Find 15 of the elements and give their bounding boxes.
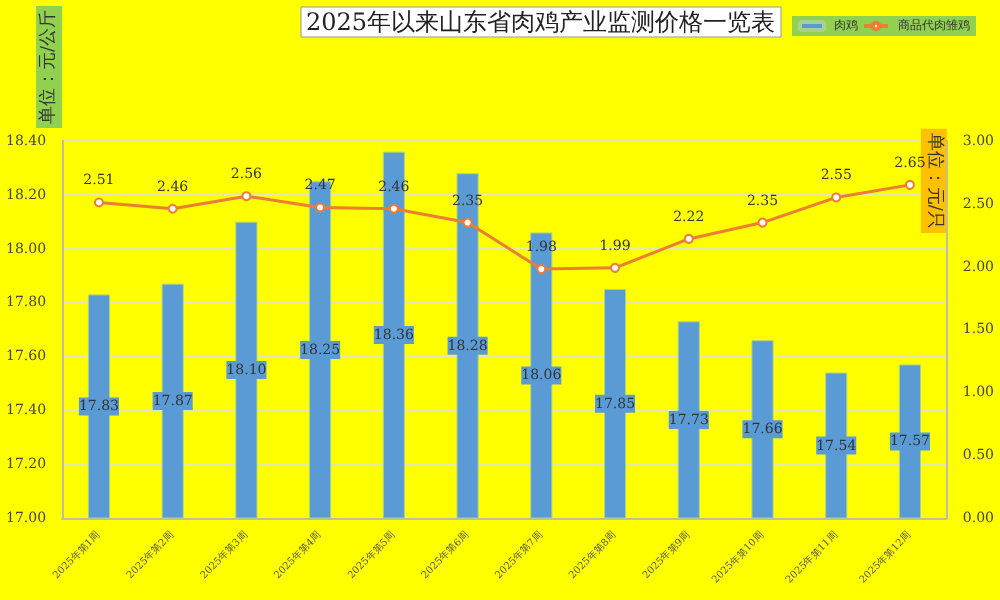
point: [241, 191, 252, 202]
point: [462, 217, 473, 228]
point: [93, 197, 104, 208]
chart-title: 2025年以来山东省肉鸡产业监测价格一览表: [306, 8, 776, 36]
y2-axis-title: 单位：元/只: [923, 132, 946, 229]
y-axis-title: 单位：元/公斤: [37, 10, 60, 125]
point: [757, 217, 768, 228]
point: [315, 202, 326, 213]
point: [683, 233, 694, 244]
point: [167, 203, 178, 214]
point: [388, 203, 399, 214]
point: [536, 264, 547, 275]
point: [904, 179, 915, 190]
point: [831, 192, 842, 203]
point: [610, 262, 621, 273]
